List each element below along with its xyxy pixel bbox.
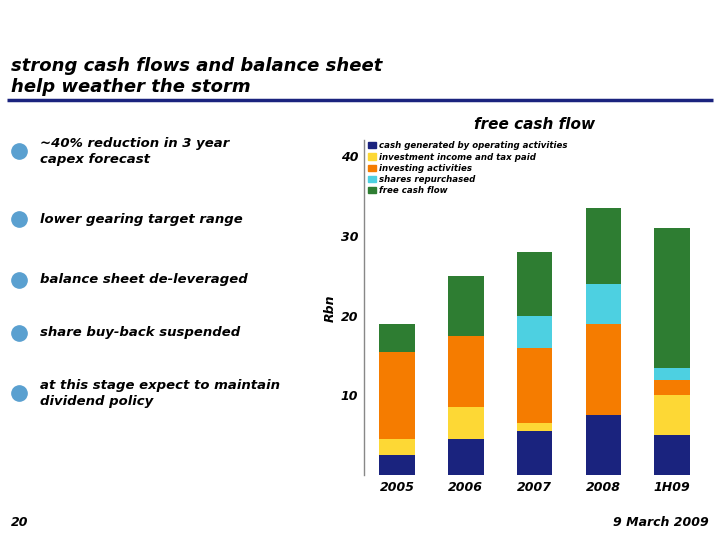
Legend: cash generated by operating activities, investment income and tax paid, investin: cash generated by operating activities, …	[368, 141, 567, 195]
Bar	[585, 324, 621, 415]
Bar	[517, 431, 552, 475]
Text: share buy-back suspended: share buy-back suspended	[40, 326, 240, 339]
Bar	[379, 440, 415, 455]
Bar	[585, 208, 621, 284]
Bar	[448, 336, 484, 408]
Bar	[448, 440, 484, 475]
Title: free cash flow: free cash flow	[474, 117, 595, 132]
Bar	[517, 252, 552, 316]
Text: help weather the storm: help weather the storm	[11, 78, 251, 96]
Text: balance sheet de-leveraged: balance sheet de-leveraged	[40, 273, 248, 286]
Bar	[379, 455, 415, 475]
Bar	[517, 348, 552, 423]
Bar	[654, 228, 690, 368]
Text: lower gearing target range: lower gearing target range	[40, 213, 243, 226]
Bar	[379, 352, 415, 440]
Bar	[654, 435, 690, 475]
Text: 9 March 2009: 9 March 2009	[613, 516, 709, 530]
Bar	[448, 276, 484, 336]
Y-axis label: Rbn: Rbn	[323, 294, 336, 321]
Bar	[654, 395, 690, 435]
Bar	[517, 423, 552, 431]
Text: strong cash flows and balance sheet: strong cash flows and balance sheet	[11, 57, 382, 75]
Text: at this stage expect to maintain
dividend policy: at this stage expect to maintain dividen…	[40, 379, 280, 408]
Bar	[448, 408, 484, 440]
Bar	[585, 415, 621, 475]
Bar	[654, 380, 690, 395]
Text: ~40% reduction in 3 year
capex forecast: ~40% reduction in 3 year capex forecast	[40, 137, 230, 166]
Bar	[379, 324, 415, 352]
Text: 20: 20	[11, 516, 28, 530]
Bar	[654, 368, 690, 380]
Bar	[585, 284, 621, 324]
Bar	[517, 316, 552, 348]
